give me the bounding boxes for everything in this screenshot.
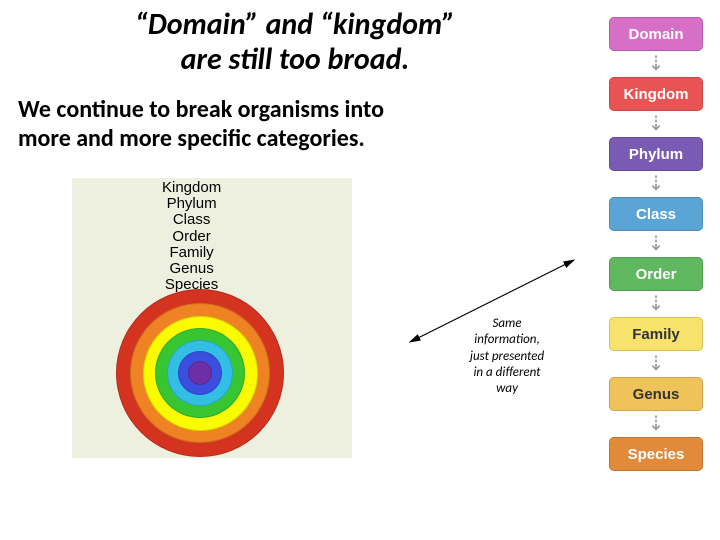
circle-label: Family bbox=[162, 245, 221, 261]
circle-label: Kingdom bbox=[162, 180, 221, 196]
caption-line: Same bbox=[452, 316, 562, 332]
down-arrow-icon: ⇣ bbox=[609, 411, 703, 437]
taxonomy-box: Kingdom bbox=[609, 77, 703, 111]
down-arrow-icon: ⇣ bbox=[609, 51, 703, 77]
taxonomy-box: Family bbox=[609, 317, 703, 351]
page-title: “Domain” and “kingdom” are still too bro… bbox=[45, 8, 545, 77]
title-line2: are still too broad. bbox=[45, 43, 545, 78]
circle-label: Order bbox=[162, 229, 221, 245]
caption-text: Sameinformation,just presentedin a diffe… bbox=[452, 316, 562, 397]
ring bbox=[188, 361, 212, 385]
taxonomy-box: Genus bbox=[609, 377, 703, 411]
down-arrow-icon: ⇣ bbox=[609, 111, 703, 137]
caption-line: just presented bbox=[452, 349, 562, 365]
down-arrow-icon: ⇣ bbox=[609, 291, 703, 317]
subtitle-line1: We continue to break organisms into bbox=[18, 96, 558, 125]
circle-label: Phylum bbox=[162, 196, 221, 212]
taxonomy-column: Domain⇣Kingdom⇣Phylum⇣Class⇣Order⇣Family… bbox=[609, 17, 703, 471]
down-arrow-icon: ⇣ bbox=[609, 351, 703, 377]
down-arrow-icon: ⇣ bbox=[609, 171, 703, 197]
caption-line: information, bbox=[452, 332, 562, 348]
taxonomy-box: Order bbox=[609, 257, 703, 291]
subtitle: We continue to break organisms into more… bbox=[18, 96, 558, 154]
taxonomy-box: Species bbox=[609, 437, 703, 471]
caption-line: way bbox=[452, 381, 562, 397]
title-line1: “Domain” and “kingdom” bbox=[45, 8, 545, 43]
taxonomy-box: Phylum bbox=[609, 137, 703, 171]
subtitle-line2: more and more specific categories. bbox=[18, 125, 558, 154]
taxonomy-box: Class bbox=[609, 197, 703, 231]
concentric-circle-diagram: KingdomPhylumClassOrderFamilyGenusSpecie… bbox=[72, 178, 352, 458]
down-arrow-icon: ⇣ bbox=[609, 231, 703, 257]
circle-labels: KingdomPhylumClassOrderFamilyGenusSpecie… bbox=[162, 180, 221, 293]
caption-line: in a different bbox=[452, 365, 562, 381]
circle-label: Class bbox=[162, 212, 221, 228]
circle-label: Genus bbox=[162, 261, 221, 277]
taxonomy-box: Domain bbox=[609, 17, 703, 51]
